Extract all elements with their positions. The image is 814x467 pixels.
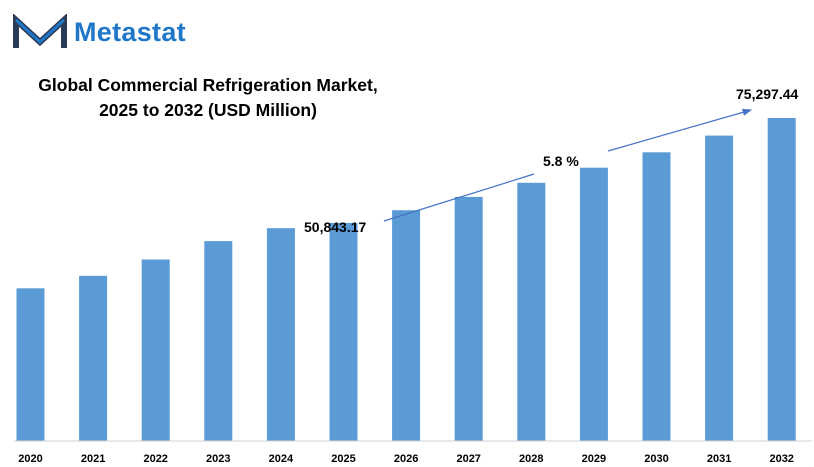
bar-2020 [16,288,45,441]
annotation-start-value: 50,843.17 [304,219,366,235]
bar-2022 [141,259,170,441]
brand-logo: Metastat [12,14,186,50]
chart-title-line-2: 2025 to 2032 (USD Million) [99,100,317,120]
trend-arrow-lower [383,173,535,222]
bar-2027 [454,196,483,441]
x-tick-label-2026: 2026 [394,453,418,465]
trend-arrow-upper [607,108,753,152]
annotation-cagr: 5.8 % [543,153,579,169]
bar-2023 [204,241,233,441]
x-tick-label-2031: 2031 [707,453,731,465]
x-tick-label-2025: 2025 [331,453,355,465]
x-axis-tick-labels: 2020 2021 2022 2023 2024 2025 2026 2027 2028 2029… [18,453,794,465]
brand-name: Metastat [74,16,186,47]
metastat-m-logo-icon [13,14,67,48]
bar-2029 [579,167,608,441]
x-tick-label-2029: 2029 [582,453,606,465]
bar-2028 [517,182,546,442]
bar-2030 [642,152,671,442]
x-tick-label-2022: 2022 [143,453,167,465]
x-tick-label-2032: 2032 [769,453,793,465]
x-tick-label-2020: 2020 [18,453,42,465]
bar-2024 [266,228,295,441]
bar-2025 [329,222,358,441]
chart-title: Global Commercial Refrigeration Market, … [20,73,396,123]
chart-title-line-1: Global Commercial Refrigeration Market, [38,75,378,95]
x-tick-label-2024: 2024 [269,453,294,465]
x-tick-label-2027: 2027 [456,453,480,465]
x-tick-label-2030: 2030 [644,453,668,465]
bar-2026 [392,210,421,441]
bar-2031 [705,135,734,441]
x-tick-label-2023: 2023 [206,453,230,465]
x-tick-label-2028: 2028 [519,453,543,465]
bar-2021 [79,275,108,441]
x-tick-label-2021: 2021 [81,453,105,465]
chart-bars [16,118,796,442]
bar-2032 [767,118,796,441]
annotation-end-value: 75,297.44 [736,86,798,102]
